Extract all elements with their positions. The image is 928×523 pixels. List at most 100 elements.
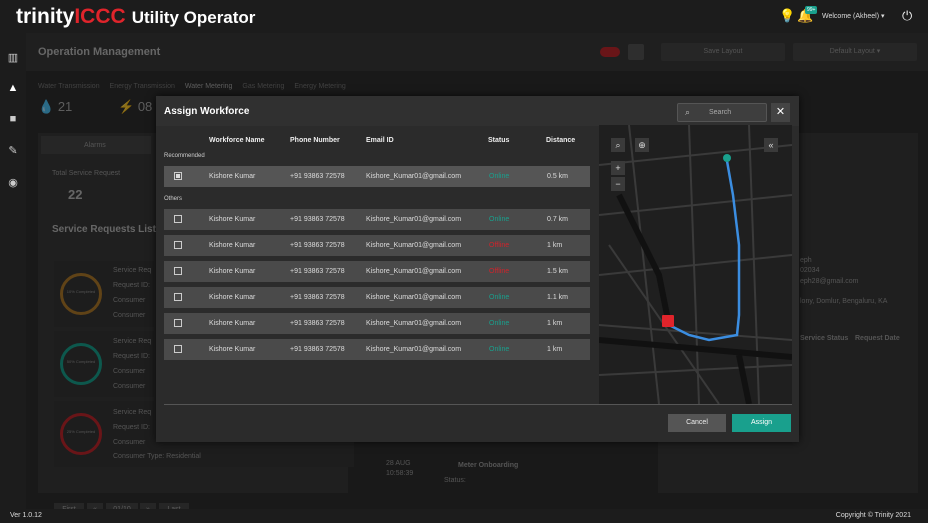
locate-icon[interactable]: ⊕: [635, 138, 649, 152]
phone-number: +91 93863 72578: [290, 216, 345, 223]
app-logo: trinityICCC Utility Operator: [16, 5, 255, 29]
stat-water: 💧 21: [38, 99, 73, 114]
toggle-switch[interactable]: [600, 47, 620, 57]
sr-3-line-1: Service Req: [113, 409, 152, 416]
fullscreen-icon[interactable]: «: [764, 138, 778, 152]
status-badge: Online: [489, 294, 510, 301]
tab-energy-transmission[interactable]: Energy Transmission: [109, 83, 175, 90]
zoom-out-button[interactable]: −: [611, 177, 625, 191]
database-icon[interactable]: ■: [9, 113, 17, 125]
route-path: [668, 160, 741, 342]
sr-3-line-4: Consumer Type: Residential: [113, 453, 201, 460]
service-status-header: Service Status: [800, 335, 849, 342]
brand-prefix: trinity: [16, 5, 75, 28]
workforce-row[interactable]: Kishore Kumar +91 93863 72578 Kishore_Ku…: [164, 235, 590, 256]
alarm-icon[interactable]: ▲: [7, 82, 19, 94]
workforce-name: Kishore Kumar: [209, 346, 256, 353]
sr-3-line-3: Consumer: [113, 439, 146, 446]
col-phone-number: Phone Number: [290, 137, 340, 144]
phone-number: +91 93863 72578: [290, 346, 345, 353]
workforce-row[interactable]: Kishore Kumar +91 93863 72578 Kishore_Ku…: [164, 209, 590, 230]
sr-2-line-4: Consumer: [113, 383, 146, 390]
chevron-down-icon: ▾: [881, 13, 885, 20]
distance: 0.5 km: [547, 173, 569, 180]
sr-1-line-1: Service Req: [113, 267, 152, 274]
progress-ring-1: 10% Completed: [60, 273, 102, 315]
layers-icon[interactable]: [628, 44, 644, 60]
progress-ring-2: 50% Completed: [60, 343, 102, 385]
col-workforce-name: Workforce Name: [209, 137, 265, 144]
status-badge: Offline: [489, 268, 510, 275]
workforce-row[interactable]: Kishore Kumar +91 93863 72578 Kishore_Ku…: [164, 261, 590, 282]
row-checkbox[interactable]: [174, 293, 182, 301]
modal-header: Assign Workforce ⌕ Search ✕: [156, 96, 799, 126]
timeline-event: Meter Onboarding: [458, 462, 519, 469]
col-email-id: Email ID: [366, 137, 394, 144]
metering-tabs: Water Transmission Energy Transmission W…: [38, 83, 354, 90]
stat-water-value: 21: [57, 99, 73, 114]
email-id: Kishore_Kumar01@gmail.com: [366, 346, 462, 353]
sr-1-line-2: Request ID:: [113, 282, 150, 289]
row-checkbox[interactable]: [174, 319, 182, 327]
workforce-row[interactable]: Kishore Kumar +91 93863 72578 Kishore_Ku…: [164, 313, 590, 334]
zoom-in-button[interactable]: +: [611, 161, 625, 175]
map-search-icon[interactable]: ⌕: [611, 138, 625, 152]
assign-label: Assign: [750, 419, 772, 426]
cancel-button[interactable]: Cancel: [668, 414, 726, 432]
request-date-header: Request Date: [855, 335, 900, 342]
map-canvas: [599, 125, 792, 404]
row-checkbox[interactable]: [174, 172, 182, 180]
status-badge: Online: [489, 346, 510, 353]
modal-title: Assign Workforce: [164, 106, 250, 117]
recommended-label: Recommended: [164, 153, 205, 159]
footer: Ver 1.0.12 Copyright © Trinity 2021: [0, 509, 928, 523]
tab-water-transmission[interactable]: Water Transmission: [38, 83, 100, 90]
phone-number: +91 93863 72578: [290, 294, 345, 301]
workforce-name: Kishore Kumar: [209, 294, 256, 301]
col-distance: Distance: [546, 137, 576, 144]
email-id: Kishore_Kumar01@gmail.com: [366, 294, 462, 301]
assign-button[interactable]: Assign: [732, 414, 791, 432]
user-menu[interactable]: Welcome (Akheel) ▾: [822, 12, 885, 20]
save-layout-button[interactable]: Save Layout: [661, 43, 785, 61]
default-layout-select[interactable]: Default Layout ▾: [793, 43, 917, 61]
worker-location-marker: [723, 154, 731, 162]
row-checkbox[interactable]: [174, 241, 182, 249]
sr-2-line-1: Service Req: [113, 338, 152, 345]
power-icon[interactable]: ⏻: [902, 8, 913, 23]
distance: 1.1 km: [547, 294, 569, 301]
email-id: Kishore_Kumar01@gmail.com: [366, 242, 462, 249]
page-title: Operation Management: [38, 46, 161, 58]
tab-water-metering[interactable]: Water Metering: [184, 83, 233, 90]
row-checkbox[interactable]: [174, 267, 182, 275]
workforce-row-recommended[interactable]: Kishore Kumar +91 93863 72578 Kishore_Ku…: [164, 166, 590, 187]
chart-icon[interactable]: ▥: [7, 52, 19, 64]
route-map[interactable]: ⌕ ⊕ « + −: [599, 125, 792, 404]
workforce-row[interactable]: Kishore Kumar +91 93863 72578 Kishore_Ku…: [164, 339, 590, 360]
tab-gas-metering[interactable]: Gas Metering: [242, 83, 285, 90]
search-input[interactable]: ⌕ Search: [677, 103, 767, 122]
top-bar: trinityICCC Utility Operator 💡 🔔 99+ Welc…: [0, 0, 928, 33]
timeline-date: 28 AUG: [386, 460, 411, 467]
camera-icon[interactable]: ◉: [8, 177, 18, 189]
row-checkbox[interactable]: [174, 215, 182, 223]
brand-accent: ICCC: [74, 5, 126, 28]
tab-alarms[interactable]: [41, 136, 151, 154]
sr-2-line-3: Consumer: [113, 368, 146, 375]
request-location-marker: [662, 315, 674, 327]
status-badge: Offline: [489, 242, 510, 249]
ring-3-label: 25% Completed: [66, 429, 96, 434]
edit-icon[interactable]: ✎: [8, 145, 18, 157]
workforce-row[interactable]: Kishore Kumar +91 93863 72578 Kishore_Ku…: [164, 287, 590, 308]
total-sr-value: 22: [68, 187, 83, 202]
search-placeholder: Search: [709, 109, 732, 116]
email-id: Kishore_Kumar01@gmail.com: [366, 216, 462, 223]
close-button[interactable]: ✕: [771, 103, 790, 122]
tab-energy-metering[interactable]: Energy Metering: [294, 83, 346, 90]
lightbulb-icon[interactable]: 💡: [779, 8, 796, 23]
detail-line-4: lony, Domlur, Bengaluru, KA: [800, 298, 888, 305]
workforce-name: Kishore Kumar: [209, 268, 256, 275]
email-id: Kishore_Kumar01@gmail.com: [366, 268, 462, 275]
sr-1-line-4: Consumer: [113, 312, 146, 319]
row-checkbox[interactable]: [174, 345, 182, 353]
